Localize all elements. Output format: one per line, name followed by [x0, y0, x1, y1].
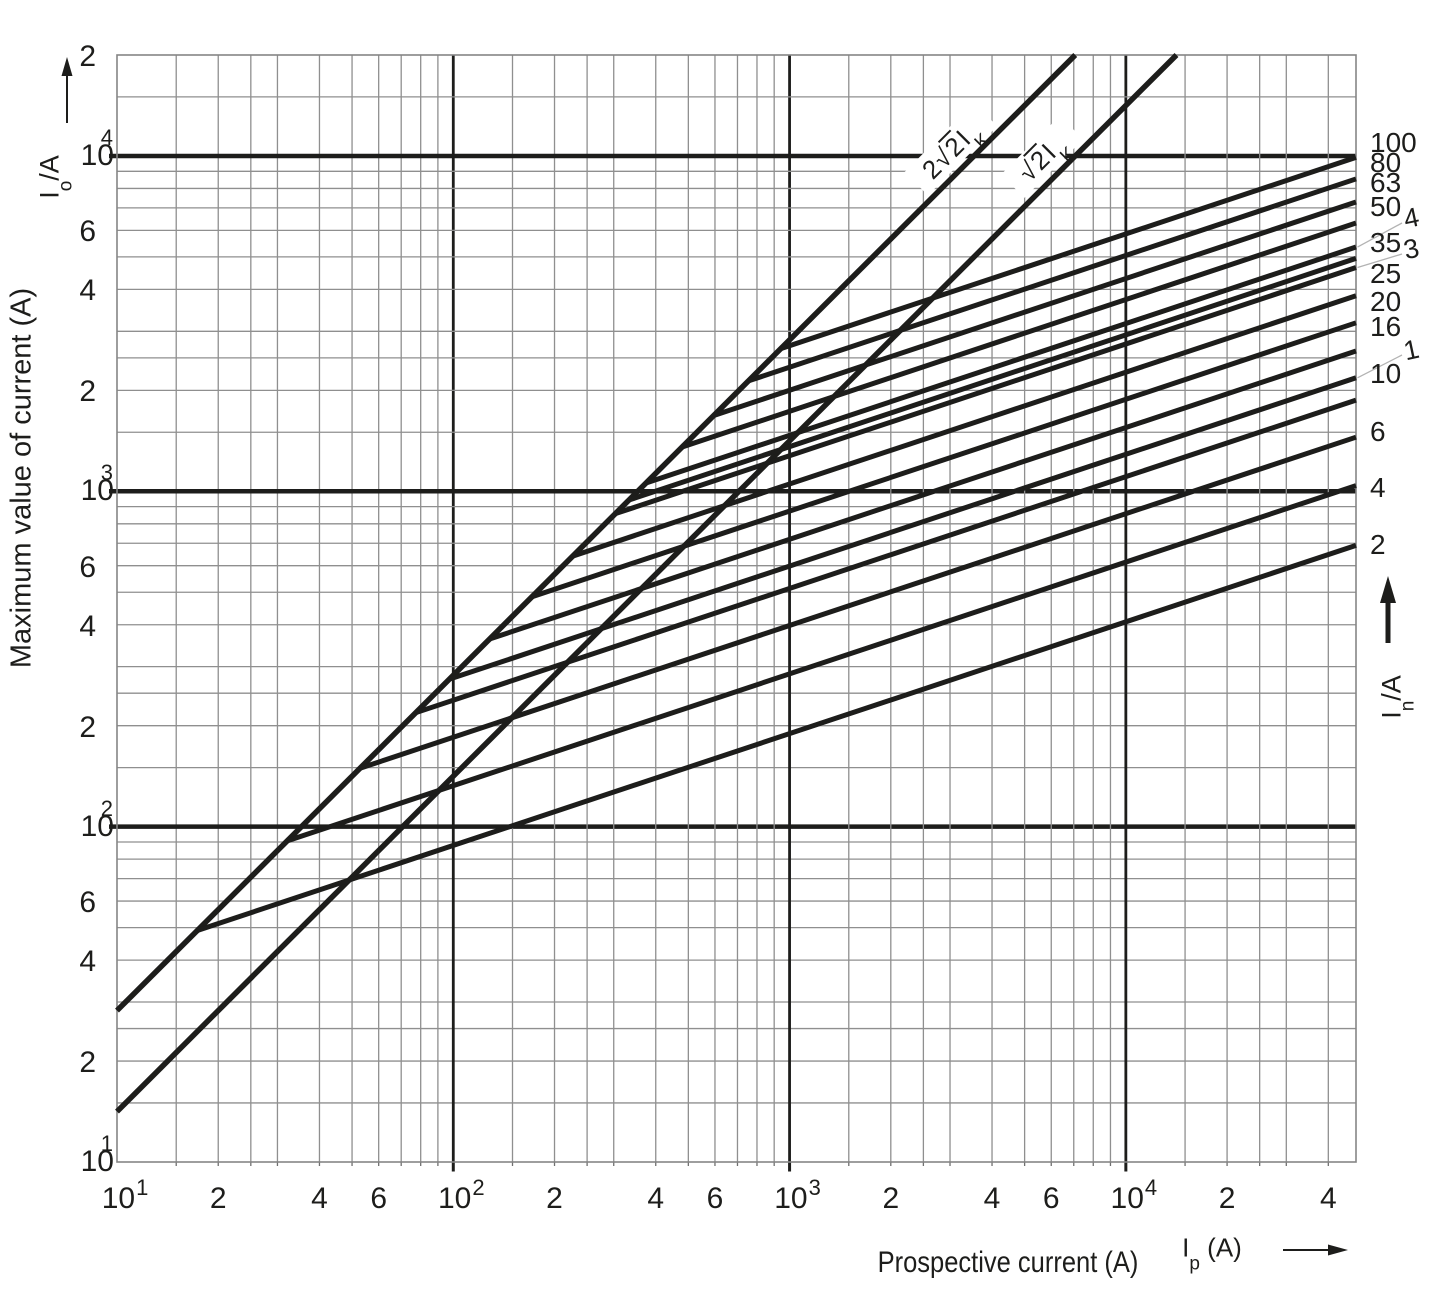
leader-line-32a	[1357, 253, 1403, 269]
x-axis-arrow-icon	[1283, 1244, 1348, 1256]
fuse-line-16a	[488, 348, 1357, 642]
fuse-line-4a	[286, 483, 1357, 844]
fuse-line-80a	[747, 176, 1357, 384]
fuse-line-32a	[614, 265, 1357, 517]
right-axis-arrow-icon	[1380, 576, 1396, 643]
fuse-line-100a	[780, 155, 1357, 351]
fuse-line-25a	[572, 293, 1357, 559]
leader-line-12a	[1357, 354, 1403, 379]
leader-line-40a	[1357, 222, 1403, 248]
y-axis-arrow-icon	[61, 57, 73, 123]
fuse-line-2a	[196, 542, 1357, 933]
fuse-line-63a	[713, 199, 1357, 418]
fuse-line-40a	[645, 244, 1357, 486]
fuse-line-20a	[531, 320, 1357, 600]
plot-border	[116, 54, 1357, 1163]
fuse-line-6a	[359, 434, 1357, 771]
fuse-line-12a	[448, 375, 1357, 682]
envelope-line-2sqrt2ik	[115, 53, 1078, 1013]
fuse-line-10a	[414, 397, 1357, 716]
fuse-line-35a	[628, 255, 1357, 503]
fuse-line-50a	[681, 220, 1357, 450]
envelope-line-sqrt2ik	[115, 53, 1179, 1114]
